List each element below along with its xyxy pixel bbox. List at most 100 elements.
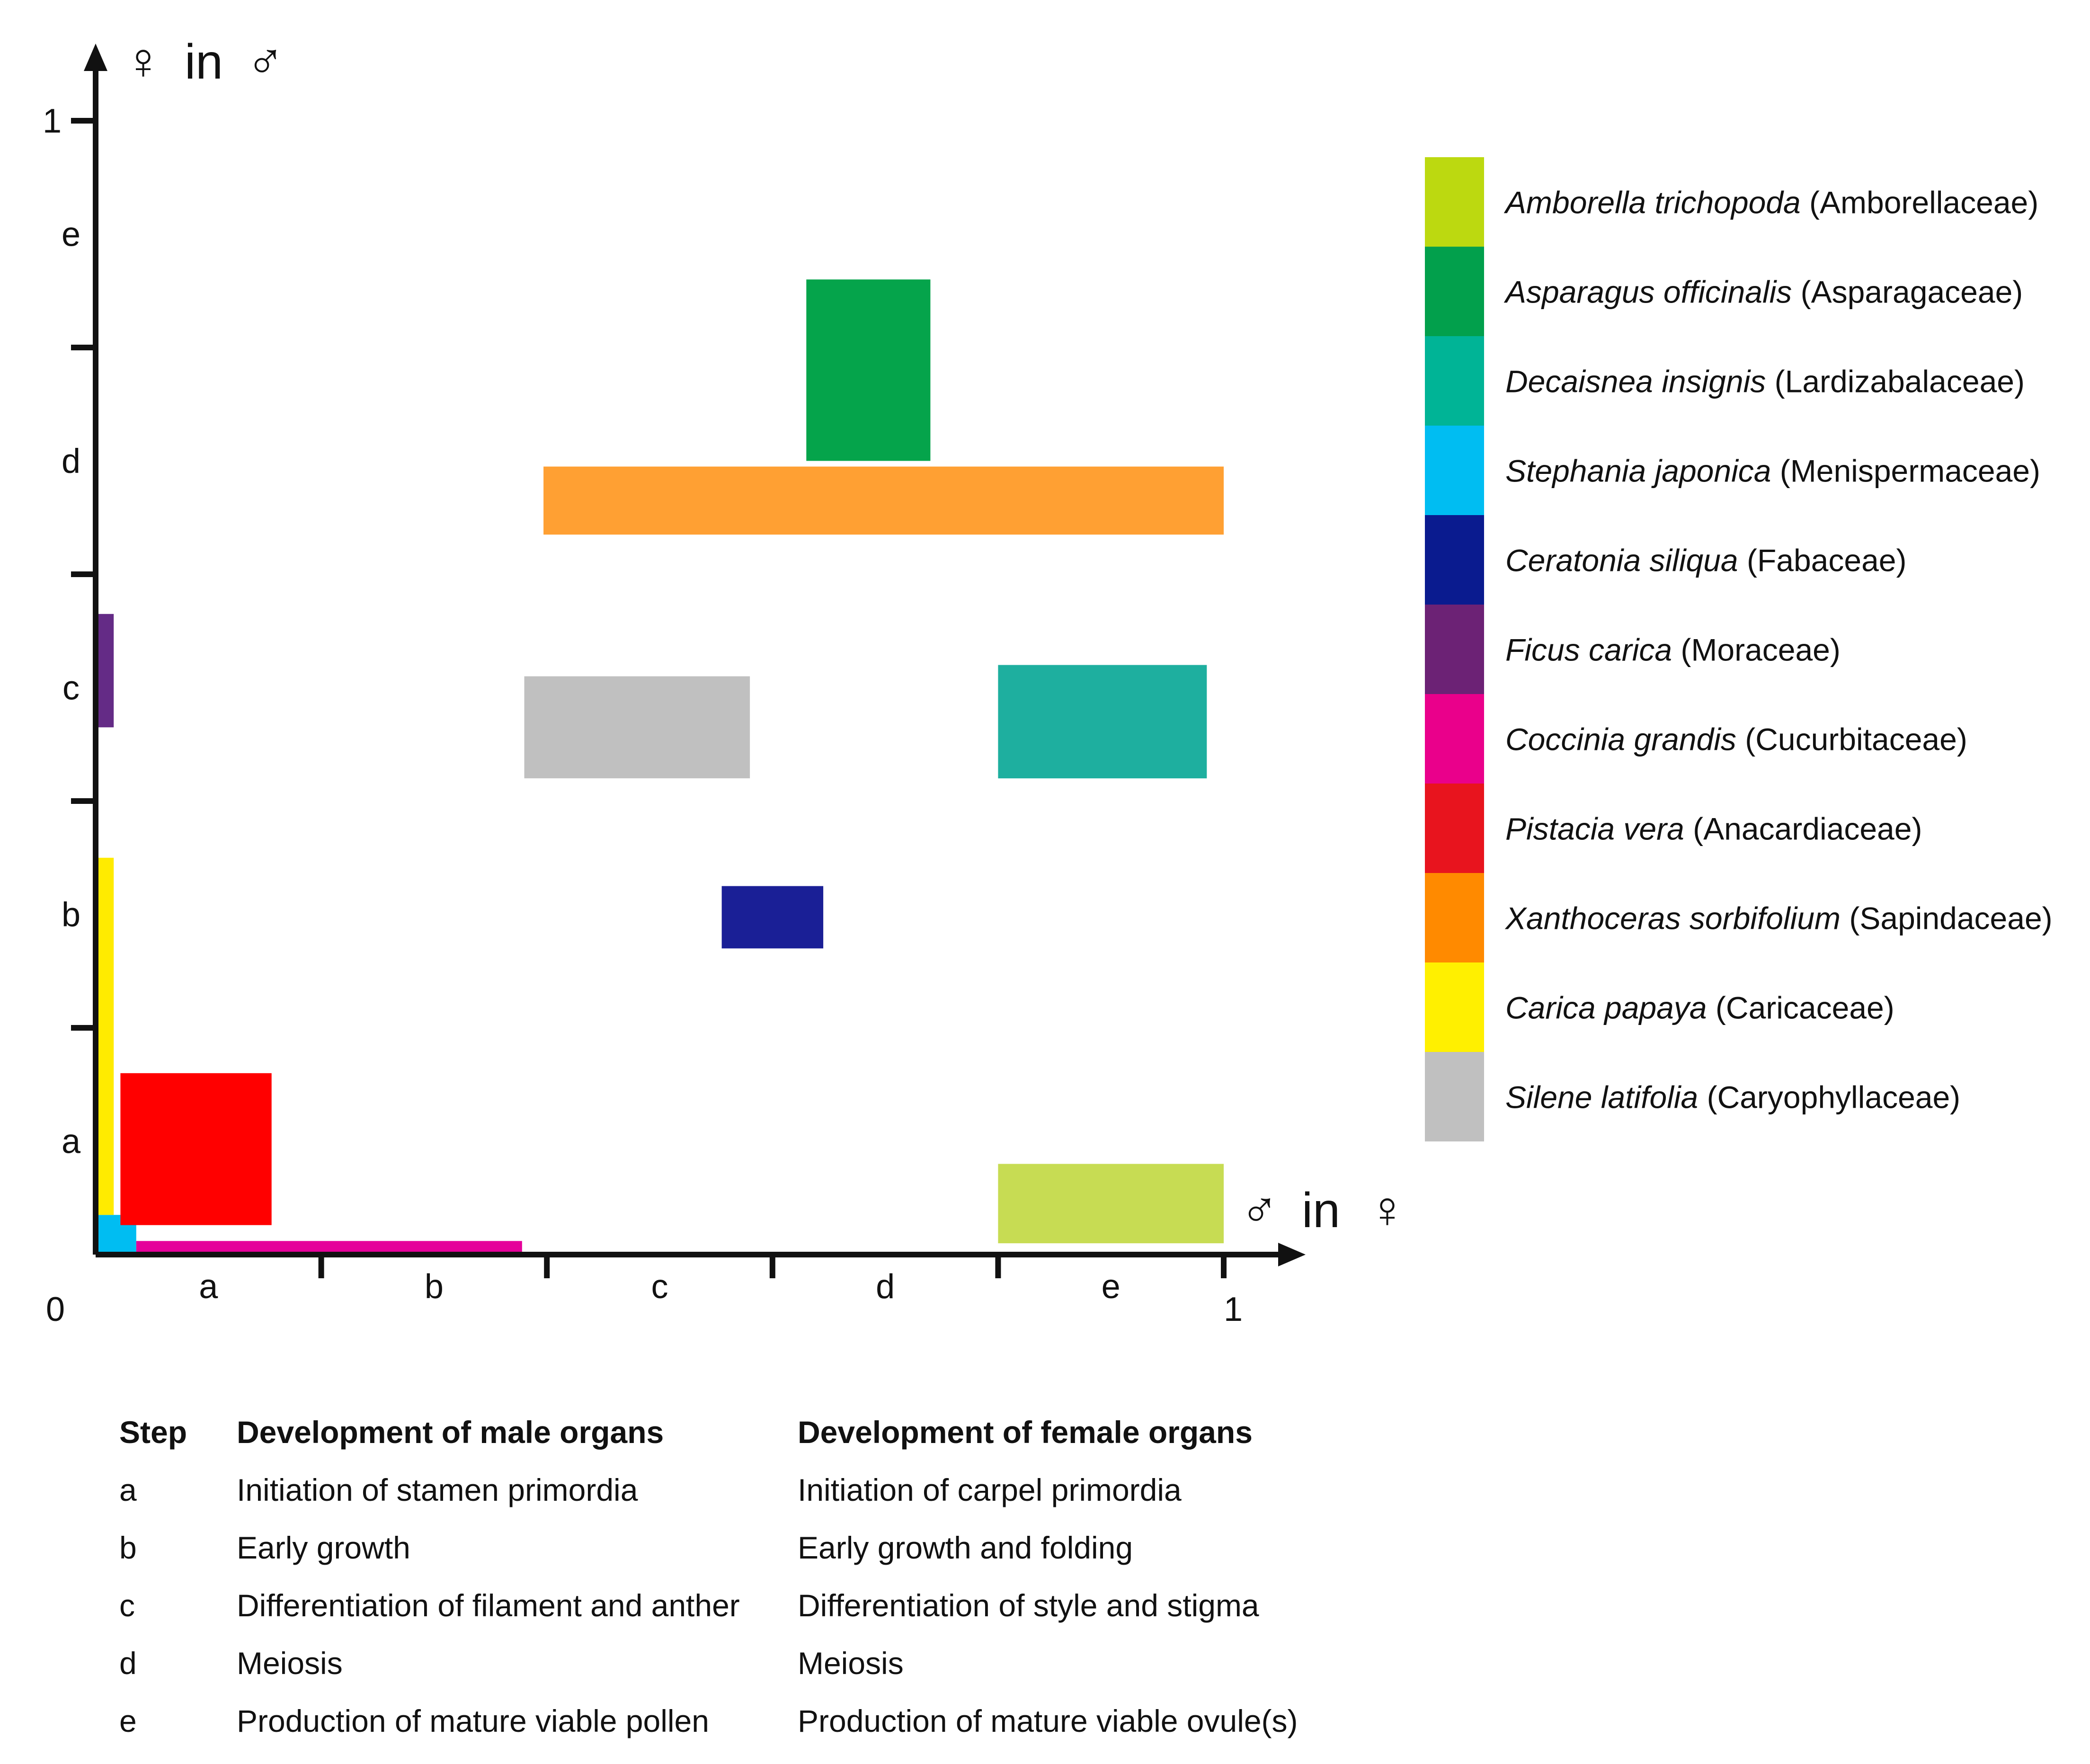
- table-cell: Initiation of carpel primordia: [798, 1472, 1182, 1507]
- legend-swatch-coccinia-grandis: [1425, 694, 1484, 784]
- steps-table: Step Development of male organs Developmen…: [119, 1415, 1298, 1738]
- x-stage-label-a: a: [199, 1268, 218, 1306]
- x-axis-male-symbol: ♂: [1240, 1181, 1279, 1238]
- origin-label: 0: [46, 1291, 65, 1328]
- legend-family-name: (Asparagaceae): [1792, 275, 2023, 310]
- axes: [71, 44, 1306, 1278]
- table-header-development-of-female-organs: Development of female organs: [798, 1415, 1253, 1450]
- table-cell: Production of mature viable pollen: [237, 1703, 709, 1738]
- bar-decaisnea-insignis: [998, 665, 1207, 779]
- legend-label-ficus-carica: Ficus carica (Moraceae): [1505, 633, 1841, 668]
- table-cell: Production of mature viable ovule(s): [798, 1703, 1298, 1738]
- legend-family-name: (Lardizabalaceae): [1766, 364, 2025, 399]
- legend-label-xanthoceras-sorbifolium: Xanthoceras sorbifolium (Sapindaceae): [1504, 901, 2053, 936]
- legend-label-asparagus-officinalis: Asparagus officinalis (Asparagaceae): [1503, 275, 2023, 310]
- x-stage-label-e: e: [1102, 1268, 1121, 1306]
- legend-species-name: Asparagus officinalis: [1503, 275, 1792, 310]
- legend-label-amborella-trichopoda: Amborella trichopoda (Amborellaceae): [1503, 185, 2038, 220]
- y-axis-label-in: in: [185, 35, 223, 89]
- legend-species-name: Xanthoceras sorbifolium: [1504, 901, 1841, 936]
- x-axis-arrow: [1278, 1243, 1306, 1266]
- table-cell: Differentiation of style and stigma: [798, 1588, 1259, 1623]
- y-axis-female-symbol: ♀: [124, 32, 162, 89]
- plot-bars: [96, 279, 1224, 1255]
- legend-swatch-amborella-trichopoda: [1425, 157, 1484, 247]
- y-stage-labels: a b c d e: [62, 216, 81, 1161]
- table-cell: Early growth: [237, 1530, 410, 1565]
- bar-carica-papaya: [98, 857, 114, 1215]
- y-axis-male-symbol: ♂: [246, 32, 285, 89]
- bar-amborella-trichopoda: [998, 1164, 1224, 1244]
- legend-label-decaisnea-insignis: Decaisnea insignis (Lardizabalaceae): [1505, 364, 2025, 399]
- y-stage-label-c: c: [62, 669, 80, 707]
- legend-family-name: (Caryophyllaceae): [1698, 1080, 1960, 1115]
- table-cell: Meiosis: [237, 1646, 343, 1681]
- x-stage-label-b: b: [425, 1268, 444, 1306]
- legend-label-ceratonia-siliqua: Ceratonia siliqua (Fabaceae): [1505, 543, 1906, 578]
- legend-family-name: (Menispermaceae): [1771, 454, 2040, 489]
- legend-species-name: Silene latifolia: [1505, 1080, 1698, 1115]
- table-cell: a: [119, 1472, 137, 1507]
- bar-silene-latifolia: [524, 676, 750, 778]
- bar-pistacia-vera: [120, 1073, 272, 1225]
- table-cell: b: [119, 1530, 137, 1565]
- legend-species-name: Pistacia vera: [1505, 811, 1684, 846]
- y-end-label: 1: [43, 102, 62, 140]
- table-cell: Differentiation of filament and anther: [237, 1588, 740, 1623]
- legend-species-name: Carica papaya: [1505, 990, 1707, 1025]
- legend-family-name: (Anacardiaceae): [1684, 811, 1922, 846]
- table-header-development-of-male-organs: Development of male organs: [237, 1415, 664, 1450]
- bar-asparagus-officinalis: [806, 279, 931, 461]
- table-cell: Meiosis: [798, 1646, 904, 1681]
- table-cell: Initiation of stamen primordia: [237, 1472, 638, 1507]
- y-stage-label-a: a: [62, 1123, 81, 1161]
- bar-xanthoceras-sorbifolium: [543, 466, 1224, 535]
- axis-ticks: [71, 118, 1227, 1278]
- bar-ceratonia-siliqua: [721, 886, 824, 949]
- legend-label-pistacia-vera: Pistacia vera (Anacardiaceae): [1505, 811, 1922, 846]
- legend-family-name: (Sapindaceae): [1841, 901, 2053, 936]
- legend-swatch-ficus-carica: [1425, 605, 1484, 694]
- legend-family-name: (Fabaceae): [1738, 543, 1907, 578]
- legend-species-name: Coccinia grandis: [1505, 722, 1736, 757]
- legend-swatch-stephania-japonica: [1425, 426, 1484, 515]
- legend-swatch-asparagus-officinalis: [1425, 247, 1484, 336]
- x-stage-label-c: c: [651, 1268, 668, 1306]
- legend-swatch-ceratonia-siliqua: [1425, 515, 1484, 605]
- legend-family-name: (Amborellaceae): [1801, 185, 2039, 220]
- legend-family-name: (Moraceae): [1672, 633, 1841, 668]
- legend-swatch-decaisnea-insignis: [1425, 336, 1484, 426]
- legend-family-name: (Caricaceae): [1707, 990, 1894, 1025]
- legend-swatch-xanthoceras-sorbifolium: [1425, 873, 1484, 962]
- x-stage-labels: a b c d e: [199, 1268, 1120, 1306]
- y-stage-label-d: d: [62, 443, 80, 481]
- y-stage-label-b: b: [62, 896, 80, 934]
- legend-family-name: (Cucurbitaceae): [1736, 722, 1967, 757]
- table-cell: e: [119, 1703, 137, 1738]
- bar-ficus-carica: [98, 614, 114, 728]
- legend-species-name: Ceratonia siliqua: [1505, 543, 1738, 578]
- y-stage-label-e: e: [62, 216, 80, 254]
- table-cell: c: [119, 1588, 135, 1623]
- legend-species-name: Amborella trichopoda: [1503, 185, 1801, 220]
- x-end-label: 1: [1224, 1291, 1243, 1328]
- x-stage-label-d: d: [876, 1268, 895, 1306]
- legend-label-stephania-japonica: Stephania japonica (Menispermaceae): [1505, 454, 2040, 489]
- legend-species-name: Decaisnea insignis: [1505, 364, 1766, 399]
- legend-swatch-pistacia-vera: [1425, 784, 1484, 873]
- table-cell: d: [119, 1646, 137, 1681]
- axis-labels: ♀ in ♂ ♂ in ♀ 0 1 1 a b c d e a b c d e: [43, 32, 1406, 1328]
- y-axis-arrow: [84, 44, 107, 71]
- x-axis-label-in: in: [1302, 1183, 1340, 1238]
- table-cell: Early growth and folding: [798, 1530, 1133, 1565]
- legend-label-carica-papaya: Carica papaya (Caricaceae): [1505, 990, 1894, 1025]
- legend-label-coccinia-grandis: Coccinia grandis (Cucurbitaceae): [1505, 722, 1967, 757]
- table-header-step: Step: [119, 1415, 187, 1450]
- legend-label-silene-latifolia: Silene latifolia (Caryophyllaceae): [1505, 1080, 1960, 1115]
- legend: Amborella trichopoda (Amborellaceae) Aspa…: [1425, 157, 2053, 1141]
- legend-species-name: Stephania japonica: [1505, 454, 1771, 489]
- x-axis-female-symbol: ♀: [1368, 1181, 1406, 1238]
- legend-swatch-silene-latifolia: [1425, 1052, 1484, 1141]
- legend-species-name: Ficus carica: [1505, 633, 1672, 668]
